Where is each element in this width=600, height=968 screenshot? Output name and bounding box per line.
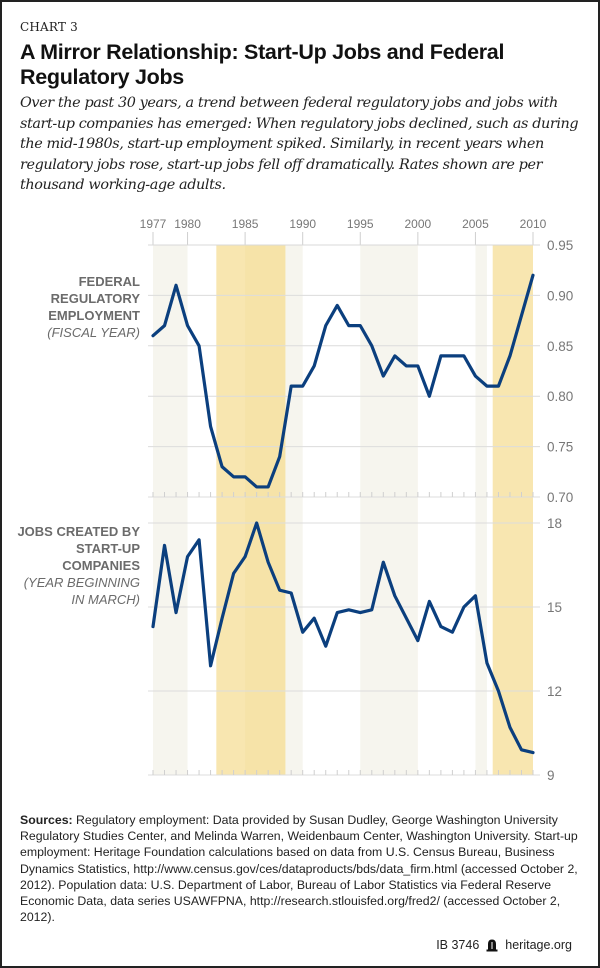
chart-title: A Mirror Relationship: Start-Up Jobs and… xyxy=(20,40,505,89)
sources-note: Sources: Regulatory employment: Data pro… xyxy=(20,812,585,925)
y-tick-label: 0.90 xyxy=(547,288,573,303)
gray-band xyxy=(475,245,487,775)
sources-label: Sources: xyxy=(20,813,73,827)
year-label: 2010 xyxy=(520,217,547,231)
y-tick-label: 0.75 xyxy=(547,440,573,455)
bottom-panel-label: JOBS CREATED BY START-UP COMPANIES (YEAR… xyxy=(10,523,140,608)
year-label: 1990 xyxy=(289,217,316,231)
bottom-panel-title: JOBS CREATED BY START-UP COMPANIES xyxy=(17,524,140,573)
y-tick-label: 18 xyxy=(547,516,562,531)
gray-band xyxy=(153,245,188,775)
top-panel-title: FEDERAL REGULATORY EMPLOYMENT xyxy=(48,274,140,323)
sources-text: Regulatory employment: Data provided by … xyxy=(20,813,578,925)
y-tick-label: 0.95 xyxy=(547,238,573,253)
highlight-band-shade xyxy=(245,245,286,775)
liberty-bell-icon xyxy=(486,939,498,952)
regulatory-employment-line xyxy=(151,273,535,489)
y-tick-label: 12 xyxy=(547,684,562,699)
highlight-band xyxy=(216,245,286,775)
top-panel-label: FEDERAL REGULATORY EMPLOYMENT (FISCAL YE… xyxy=(10,273,140,341)
year-label: 2000 xyxy=(404,217,431,231)
y-tick-label: 0.70 xyxy=(547,490,573,505)
site-link[interactable]: heritage.org xyxy=(505,938,572,952)
year-label: 1980 xyxy=(174,217,201,231)
publication-id: IB 3746 xyxy=(436,938,480,952)
y-tick-label: 0.85 xyxy=(547,339,573,354)
gridlines xyxy=(148,244,540,776)
top-panel-subtitle: (FISCAL YEAR) xyxy=(47,325,140,340)
y-tick-label: 9 xyxy=(547,768,555,783)
gray-band xyxy=(285,245,303,775)
chart-subtitle: Over the past 30 years, a trend between … xyxy=(20,95,579,193)
footer: IB 3746 heritage.org xyxy=(436,938,572,952)
year-label: 1985 xyxy=(232,217,259,231)
y-tick-label: 15 xyxy=(547,600,562,615)
chart-number: CHART 3 xyxy=(20,20,78,34)
series-lines xyxy=(151,273,535,755)
year-label: 1977 xyxy=(140,217,167,231)
year-label: 1995 xyxy=(347,217,374,231)
gray-band xyxy=(360,245,418,775)
bottom-panel-subtitle: (YEAR BEGINNING IN MARCH) xyxy=(23,575,140,607)
startup-jobs-line xyxy=(151,521,535,755)
shading-bands xyxy=(153,245,533,775)
y-tick-label: 0.80 xyxy=(547,389,573,404)
highlight-band xyxy=(492,245,533,775)
year-label: 2005 xyxy=(462,217,489,231)
